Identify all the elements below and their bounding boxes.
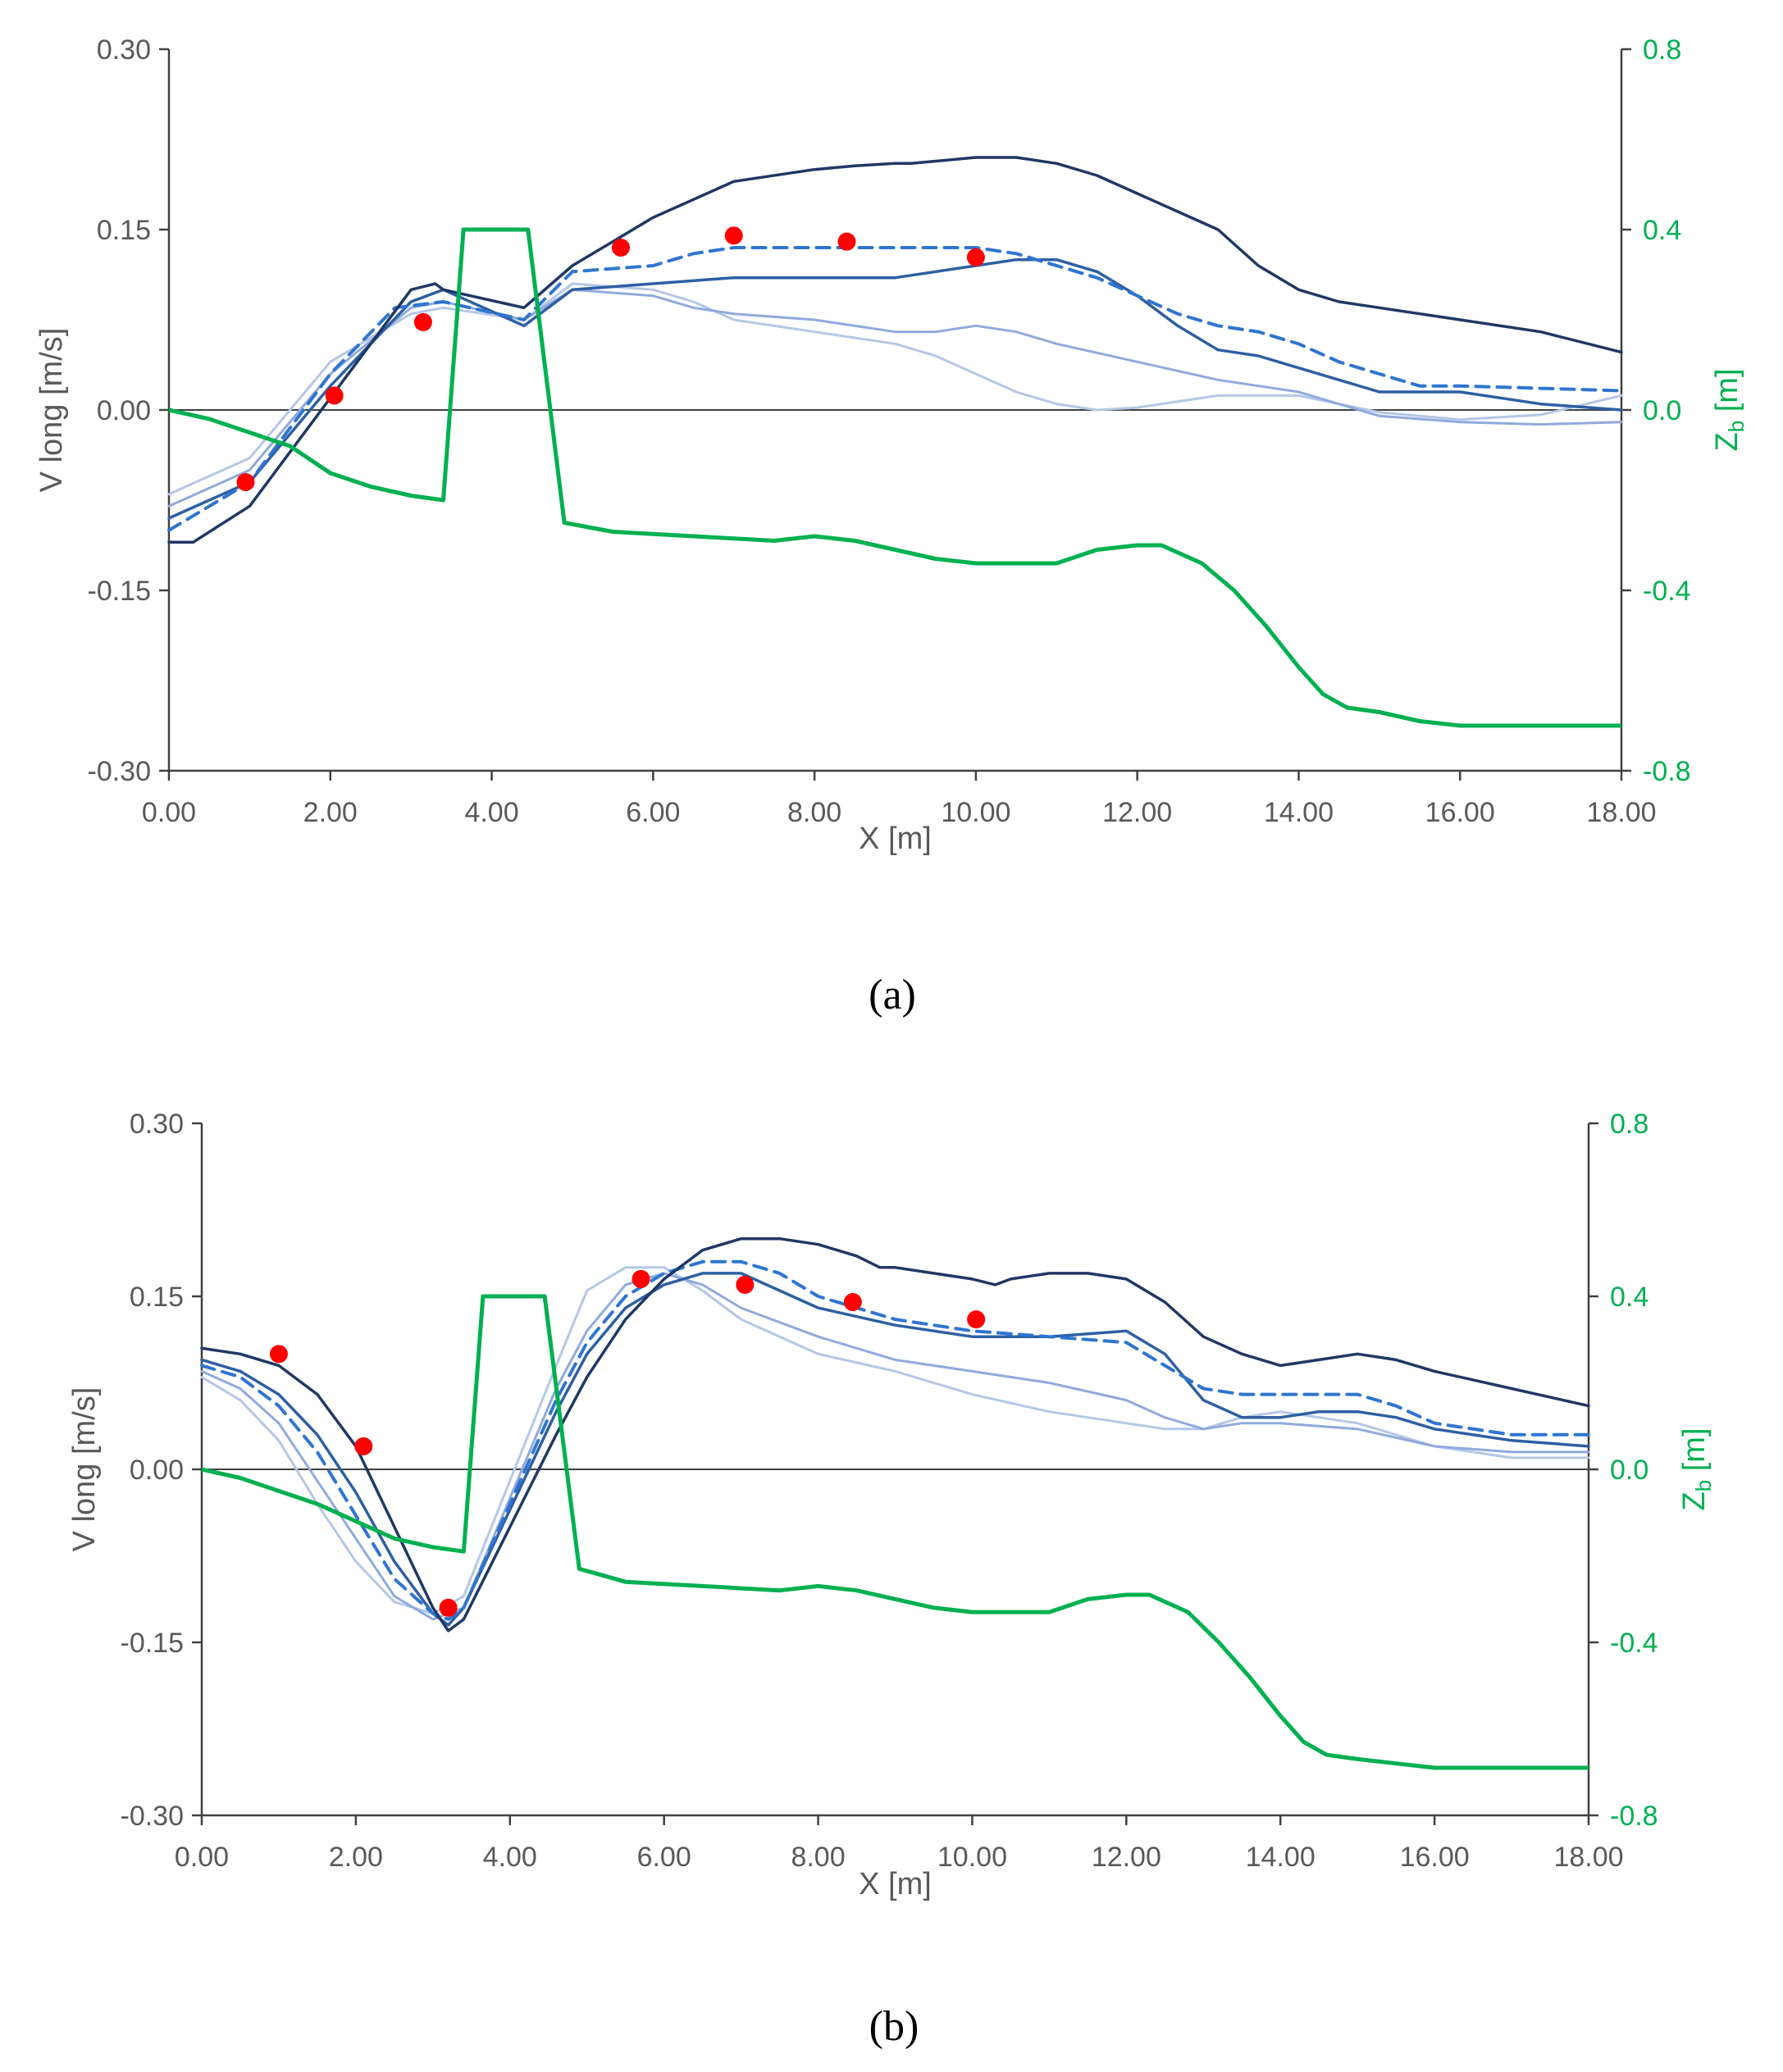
x-tick-label: 4.00 bbox=[464, 797, 518, 828]
x-tick-label: 12.00 bbox=[1092, 1842, 1161, 1873]
measured-point bbox=[354, 1437, 373, 1455]
x-tick-label: 6.00 bbox=[626, 797, 680, 828]
measured-point bbox=[236, 473, 255, 491]
y-axis-title: V long [m/s] bbox=[67, 1387, 102, 1552]
measured-point bbox=[967, 1310, 986, 1329]
y2-tick-label: 0.0 bbox=[1610, 1455, 1648, 1486]
measured-point bbox=[843, 1293, 862, 1312]
y2-axis-title-sub: b bbox=[1724, 421, 1749, 432]
bed-profile-line bbox=[201, 1294, 1589, 1770]
x-tick-label: 18.00 bbox=[1586, 797, 1656, 828]
y-tick-label: 0.15 bbox=[130, 1282, 184, 1313]
x-tick-label: 2.00 bbox=[303, 797, 358, 828]
measured-point bbox=[966, 248, 985, 266]
measured-point bbox=[611, 239, 630, 257]
measured-point bbox=[837, 232, 856, 251]
velocity-series-lighter bbox=[200, 1266, 1590, 1615]
bed-profile-line bbox=[168, 227, 1621, 728]
measured-point bbox=[413, 312, 432, 331]
x-axis-title: X [m] bbox=[859, 822, 932, 856]
measured-point bbox=[632, 1269, 650, 1288]
x-axis-title: X [m] bbox=[859, 1867, 932, 1901]
x-tick-label: 18.00 bbox=[1553, 1842, 1623, 1873]
y-tick-label: -0.15 bbox=[121, 1628, 185, 1659]
measured-point bbox=[724, 226, 743, 245]
y2-tick-label: -0.4 bbox=[1643, 576, 1691, 607]
y2-axis-title: Zb [m] bbox=[1677, 1428, 1716, 1510]
y2-tick-label: -0.8 bbox=[1643, 756, 1691, 787]
chart-panel-b: 0.30 0.15 0.00 -0.15 -0.30 0.8 0.4 0.0 -0.4 -0.8 0… bbox=[67, 1109, 1716, 2050]
x-tick-label: 16.00 bbox=[1425, 797, 1495, 828]
x-tick-label: 14.00 bbox=[1264, 797, 1334, 828]
y2-axis-title-main: Z bbox=[1710, 432, 1744, 451]
y-tick-label: -0.15 bbox=[88, 576, 152, 607]
y-tick-label: 0.30 bbox=[130, 1109, 184, 1140]
x-tick-label: 0.00 bbox=[142, 797, 196, 828]
velocity-series-dark bbox=[200, 1236, 1590, 1633]
x-tick-label: 10.00 bbox=[941, 797, 1010, 828]
y2-tick-label: 0.8 bbox=[1643, 34, 1681, 66]
measured-point bbox=[325, 386, 344, 405]
panel-label: (a) bbox=[869, 972, 916, 1018]
x-tick-label: 2.00 bbox=[329, 1842, 383, 1873]
y2-tick-label: 0.4 bbox=[1610, 1282, 1648, 1313]
velocity-series-mid bbox=[167, 257, 1623, 520]
x-tick-label: 12.00 bbox=[1102, 797, 1172, 828]
y-tick-label: -0.30 bbox=[121, 1801, 185, 1832]
x-tick-label: 0.00 bbox=[175, 1842, 229, 1873]
y-axis-title: V long [m/s] bbox=[34, 328, 69, 493]
y2-tick-label: -0.8 bbox=[1610, 1801, 1658, 1832]
y-tick-label: 0.15 bbox=[97, 215, 151, 246]
y2-axis-title: Zb [m] bbox=[1710, 368, 1749, 451]
measured-point bbox=[439, 1598, 458, 1617]
panel-label: (b) bbox=[869, 2003, 919, 2050]
y-tick-label: 0.00 bbox=[130, 1455, 184, 1486]
velocity-series-lighter bbox=[167, 282, 1623, 496]
y-tick-label: 0.00 bbox=[97, 395, 151, 426]
measured-point bbox=[736, 1275, 755, 1294]
x-tick-label: 8.00 bbox=[787, 797, 841, 828]
y2-tick-label: -0.4 bbox=[1610, 1628, 1658, 1659]
y2-axis-title-sub: b bbox=[1691, 1480, 1716, 1491]
velocity-series-dark bbox=[167, 156, 1623, 544]
x-tick-label: 6.00 bbox=[637, 1842, 691, 1873]
x-tick-label: 4.00 bbox=[483, 1842, 537, 1873]
measured-point bbox=[269, 1345, 288, 1364]
velocity-series-dashed bbox=[200, 1259, 1590, 1621]
y-tick-label: 0.30 bbox=[97, 34, 151, 66]
y-tick-label: -0.30 bbox=[88, 756, 152, 787]
chart-panel-a: 0.30 0.15 0.00 -0.15 -0.30 0.8 0.4 0.0 -0.4 -0.8 0… bbox=[34, 34, 1749, 1018]
y2-axis-title-unit: [m] bbox=[1677, 1428, 1712, 1479]
x-tick-label: 14.00 bbox=[1246, 1842, 1316, 1873]
y2-tick-label: 0.8 bbox=[1610, 1109, 1648, 1140]
x-tick-label: 10.00 bbox=[937, 1842, 1007, 1873]
velocity-series-light bbox=[200, 1272, 1590, 1621]
y2-axis-title-main: Z bbox=[1677, 1491, 1712, 1510]
y2-tick-label: 0.4 bbox=[1643, 215, 1681, 246]
velocity-series-dashed bbox=[167, 246, 1623, 532]
y2-axis-title-unit: [m] bbox=[1710, 368, 1744, 420]
velocity-series-mid bbox=[200, 1272, 1590, 1627]
x-tick-label: 16.00 bbox=[1400, 1842, 1470, 1873]
x-tick-label: 8.00 bbox=[791, 1842, 845, 1873]
y2-tick-label: 0.0 bbox=[1643, 395, 1681, 426]
